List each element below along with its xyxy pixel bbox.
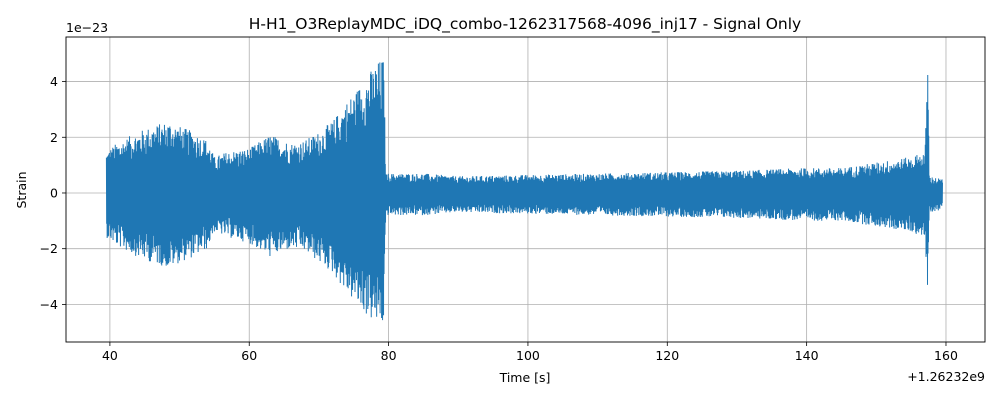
y-tick-label: −2 (40, 241, 58, 256)
y-tick-label: 0 (50, 185, 58, 200)
strain-signal-line (105, 62, 943, 321)
x-tick-label: 40 (102, 348, 118, 363)
x-ticks: 40 60 80 100 120 140 160 (102, 342, 958, 363)
y-axis-label: Strain (14, 171, 29, 208)
y-tick-label: 4 (50, 74, 58, 89)
series-group (105, 62, 943, 321)
axes-frame (65, 36, 986, 343)
x-tick-label: 120 (655, 348, 679, 363)
y-scale-label: 1e−23 (66, 20, 108, 35)
x-tick-label: 100 (516, 348, 540, 363)
x-axis-label: Time [s] (499, 370, 551, 385)
chart-title: H-H1_O3ReplayMDC_iDQ_combo-1262317568-40… (249, 15, 801, 34)
x-tick-label: 80 (381, 348, 397, 363)
plot-area (105, 62, 943, 321)
x-tick-label: 140 (795, 348, 819, 363)
y-tick-label: 2 (50, 130, 58, 145)
y-tick-label: −4 (40, 297, 58, 312)
y-ticks: −4 −2 0 2 4 (40, 74, 66, 312)
x-tick-label: 160 (934, 348, 958, 363)
x-tick-label: 60 (241, 348, 257, 363)
x-offset-label: +1.26232e9 (907, 369, 985, 384)
